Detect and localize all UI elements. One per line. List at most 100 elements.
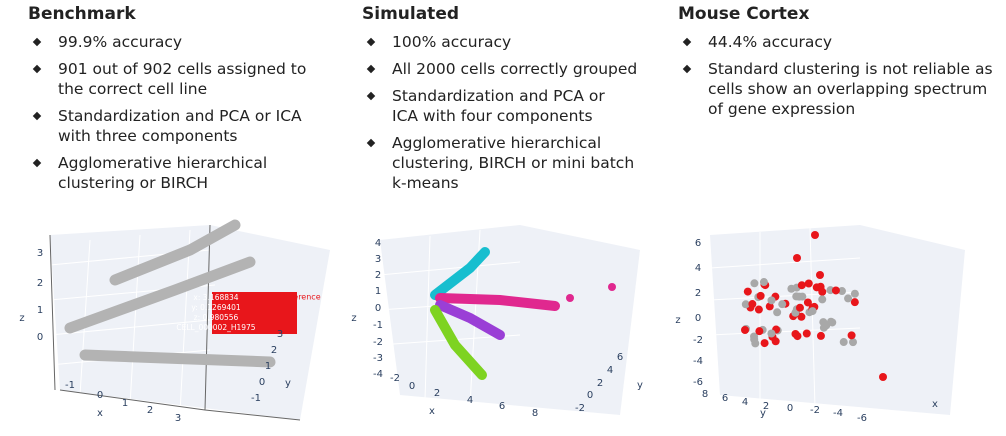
y-tick-label: -2 [810,405,820,416]
z-tick-label: 4 [695,263,701,274]
scatter-point [803,298,812,307]
z-axis-label: z [675,315,680,326]
scatter-point [879,373,887,381]
column: Mouse Cortex 44.4% accuracy Standard clust… [678,4,993,126]
z-tick-label: 2 [37,278,43,289]
point-cloud [741,231,887,381]
bullet: 44.4% accuracy [678,32,993,52]
bullet-line: Standardization and PCA or ICA [58,107,302,125]
scatter-point [754,305,763,314]
bullet-line: clustering or BIRCH [58,174,209,192]
bullet-line: with three components [58,127,238,145]
scatter-point [804,279,813,288]
scatter-point [822,321,831,330]
z-tick-label: -4 [373,369,383,380]
column-title: Simulated [362,4,460,24]
y-tick-label: 6 [722,393,728,404]
tooltip-line: y: 0.1269401 [191,303,241,312]
scatter-point [751,339,760,348]
bullet-line: the correct cell line [58,80,208,98]
bullet: 901 out of 902 cells assigned to the corr… [28,59,306,99]
scatter-point [566,294,574,302]
column-title: Mouse Cortex [678,4,810,24]
z-tick-label: -1 [373,320,383,331]
bullet-line: 100% accuracy [392,33,512,51]
y-tick-label: 8 [702,389,708,400]
z-tick-label: -3 [373,353,383,364]
z-tick-label: -2 [693,335,703,346]
x-tick-label: 4 [467,395,473,406]
bullet-line: Agglomerative hierarchical [392,134,602,152]
y-axis-label: y [760,408,766,419]
bullet: All 2000 cells correctly grouped [362,59,637,79]
scatter-point [748,300,757,309]
scatter-point [795,292,804,301]
y-tick-label: 2 [597,378,603,389]
x-tick-label: 8 [532,408,538,419]
scatter-point [608,283,616,291]
scatter-point [802,329,811,338]
tooltip-box [212,292,297,334]
y-tick-label: -1 [251,393,261,404]
z-tick-label: 0 [375,303,381,314]
scatter-point [793,254,801,262]
bullet: Standardization and PCA or ICA with four … [362,86,637,126]
y-tick-label: 0 [587,390,593,401]
y-axis-label: y [637,380,643,391]
y-tick-label: -6 [857,413,867,424]
bullet-line: ICA with four components [392,107,593,125]
point-band [64,219,276,368]
scatter-point [848,338,857,347]
bullet-line: 44.4% accuracy [708,33,833,51]
bullet-line: cells show an overlapping spectrum [708,80,988,98]
scatter-point [850,289,859,298]
z-tick-label: -4 [693,356,703,367]
tooltip-line: z: 0.980556 [194,313,239,322]
scatter-point [741,326,749,334]
scatter-point [760,339,769,348]
x-tick-label: 1 [122,398,128,409]
z-tick-label: 4 [375,238,381,249]
scatter-point [837,287,846,296]
scatter-point [750,279,759,288]
x-tick-label: -1 [65,380,75,391]
scatter-point [816,271,824,279]
scatter-point [787,284,796,293]
bullet: Agglomerative hierarchical clustering or … [28,153,306,193]
bullet-line: k-means [392,174,459,192]
bullet-line: All 2000 cells correctly grouped [392,60,638,78]
scatter-point [767,329,776,338]
y-tick-label: 4 [607,365,613,376]
y-tick-label: 6 [617,352,623,363]
bullet-line: 99.9% accuracy [58,33,183,51]
x-axis-label: x [932,399,938,410]
scatter-point [797,281,806,290]
scatter-point [839,338,848,347]
simulated-plot [379,225,640,415]
y-tick-label: 2 [271,345,277,356]
scatter-point [816,331,825,340]
bullet: Standardization and PCA or ICA with three… [28,106,306,146]
x-tick-label: 2 [147,405,153,416]
z-tick-label: 3 [375,254,381,265]
z-tick-label: -2 [373,337,383,348]
point-band [430,247,560,380]
x-tick-label: -2 [390,373,400,384]
benchmark-plot [49,219,330,421]
x-tick-label: 6 [499,401,505,412]
y-axis-label: y [285,378,291,389]
column: Simulated 100% accuracy All 2000 cells cor… [362,4,637,200]
scatter-point [808,307,817,316]
x-axis-label: x [429,406,435,417]
x-tick-label: 3 [175,413,181,424]
scatter-point [765,302,774,311]
column: Benchmark 99.9% accuracy 901 out of 902 ce… [28,4,306,200]
x-tick-label: 0 [97,390,103,401]
scatter-point [795,303,804,312]
scatter-point [831,286,840,295]
y-tick-label: 0 [787,403,793,414]
bullet-line: Standardization and PCA or [392,87,605,105]
z-tick-label: 1 [37,305,43,316]
x-tick-label: 2 [434,388,440,399]
scatter-point [771,337,780,346]
